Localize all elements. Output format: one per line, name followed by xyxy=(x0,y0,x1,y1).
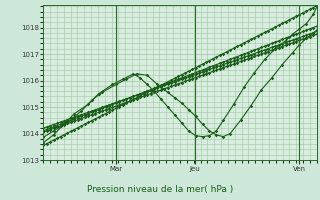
Text: Pression niveau de la mer( hPa ): Pression niveau de la mer( hPa ) xyxy=(87,185,233,194)
